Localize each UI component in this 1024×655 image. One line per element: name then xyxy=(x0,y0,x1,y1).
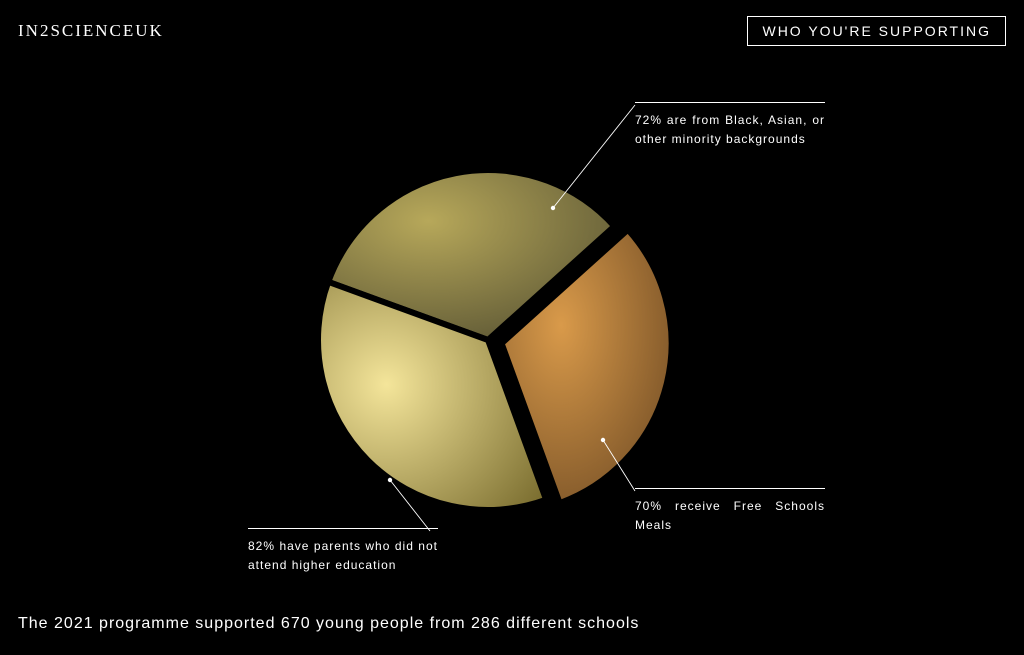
leader-dot-parents xyxy=(388,478,392,482)
callout-minority: 72% are from Black, Asian, or other mino… xyxy=(635,102,825,148)
callout-rule xyxy=(635,102,825,103)
pie-chart-svg xyxy=(0,0,1024,655)
leader-dot-fsm xyxy=(601,438,605,442)
callout-text-fsm: 70% receive Free Schools Meals xyxy=(635,497,825,534)
callout-parents: 82% have parents who did not attend high… xyxy=(248,528,438,574)
callout-text-parents: 82% have parents who did not attend high… xyxy=(248,537,438,574)
callout-rule xyxy=(248,528,438,529)
callout-fsm: 70% receive Free Schools Meals xyxy=(635,488,825,534)
leader-dot-minority xyxy=(551,206,555,210)
pie-chart xyxy=(0,0,1024,655)
callout-text-minority: 72% are from Black, Asian, or other mino… xyxy=(635,111,825,148)
leader-line-minority xyxy=(553,105,635,208)
footer-text: The 2021 programme supported 670 young p… xyxy=(18,615,639,633)
callout-rule xyxy=(635,488,825,489)
